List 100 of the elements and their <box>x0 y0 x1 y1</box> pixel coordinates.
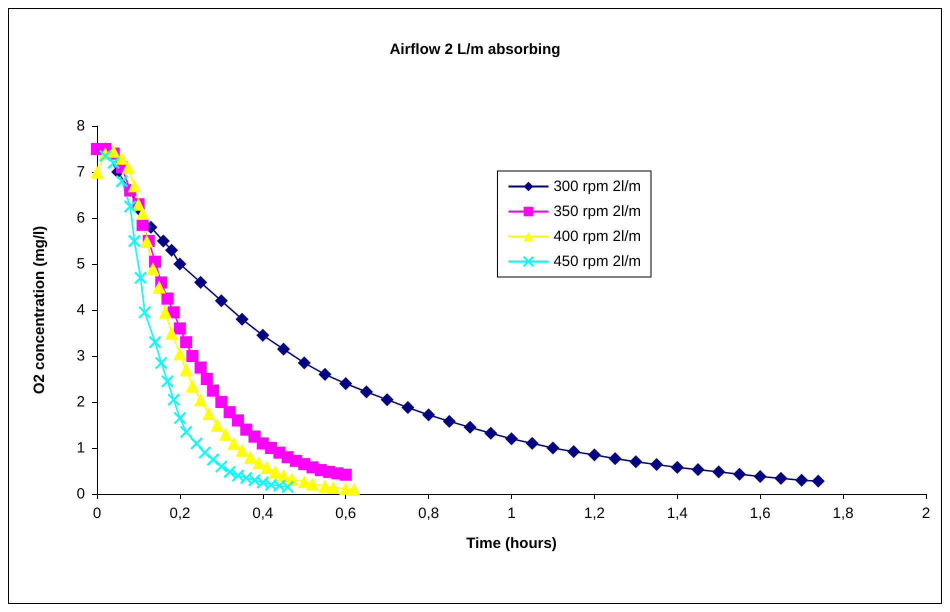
point <box>128 234 141 248</box>
point <box>173 347 186 360</box>
point <box>134 271 148 284</box>
point <box>754 470 767 484</box>
point <box>256 328 270 342</box>
point <box>156 234 170 248</box>
point <box>200 373 213 385</box>
point <box>180 425 193 438</box>
point <box>194 362 207 374</box>
x-tick-label: 1 <box>507 505 516 522</box>
point <box>306 477 320 490</box>
point <box>298 356 311 370</box>
point <box>732 468 746 481</box>
point <box>318 368 332 381</box>
point <box>173 412 186 425</box>
point <box>215 396 228 408</box>
y-tick-label: 6 <box>76 210 85 226</box>
point <box>207 384 220 396</box>
point <box>173 258 186 270</box>
point <box>198 446 212 460</box>
point <box>210 418 224 432</box>
point <box>272 479 286 492</box>
x-tick-label: 1,2 <box>584 505 605 522</box>
y-tick-label: 5 <box>76 256 85 272</box>
point <box>202 407 216 420</box>
point <box>650 458 664 472</box>
point <box>629 455 642 468</box>
point <box>218 428 232 441</box>
point <box>326 481 340 494</box>
point <box>194 276 208 289</box>
x-axis-title: Time (hours) <box>466 535 557 552</box>
y-tick-label: 8 <box>76 118 85 134</box>
point <box>340 468 352 481</box>
point <box>165 326 178 340</box>
y-tick-label: 3 <box>76 348 85 364</box>
point <box>401 401 414 414</box>
point <box>186 379 199 392</box>
point <box>206 453 220 466</box>
point <box>158 306 172 319</box>
point <box>812 474 825 488</box>
x-tick-label: 0,2 <box>169 505 190 522</box>
point <box>260 460 274 474</box>
point <box>128 179 141 192</box>
point <box>174 322 186 334</box>
y-axis-title: O2 concentration (mg/l) <box>31 226 48 394</box>
point <box>140 234 154 248</box>
chart-title: Airflow 2 L/m absorbing <box>390 41 560 58</box>
point <box>160 374 174 388</box>
x-tick-label: 1,6 <box>750 505 771 522</box>
point <box>256 476 270 489</box>
point <box>505 432 518 446</box>
x-tick-label: 2 <box>922 505 930 522</box>
point <box>167 393 180 406</box>
point <box>115 152 128 165</box>
point <box>122 160 135 174</box>
y-tick-label: 7 <box>76 164 85 180</box>
x-tick-label: 0,8 <box>418 505 440 522</box>
point <box>136 218 149 231</box>
x-tick-label: 0,4 <box>252 505 274 522</box>
point <box>190 436 203 450</box>
point <box>180 336 192 348</box>
point <box>277 342 290 356</box>
point <box>546 442 560 454</box>
point <box>526 436 539 450</box>
point <box>608 452 622 466</box>
point <box>227 436 240 450</box>
point <box>670 460 684 474</box>
point <box>232 414 244 426</box>
point <box>281 480 294 494</box>
point <box>268 465 282 478</box>
point <box>712 465 726 478</box>
point <box>107 144 120 158</box>
point <box>115 174 128 188</box>
point <box>422 408 436 422</box>
point <box>484 426 498 440</box>
point <box>224 406 236 418</box>
point <box>588 448 601 462</box>
point <box>236 444 249 457</box>
point <box>161 292 174 304</box>
x-tick-label: 1,4 <box>666 505 688 522</box>
point <box>165 244 178 257</box>
y-tick-label: 4 <box>76 302 85 318</box>
x-tick-label: 0 <box>92 505 102 522</box>
point <box>692 463 705 476</box>
point <box>264 478 278 492</box>
point <box>236 312 249 326</box>
point <box>244 450 257 464</box>
point <box>567 445 580 458</box>
legend-label: 450 rpm 2l/m <box>553 253 642 270</box>
point <box>194 393 208 406</box>
point <box>240 471 253 484</box>
point <box>442 414 456 428</box>
point <box>464 420 477 434</box>
x-tick-label: 1,8 <box>832 505 854 522</box>
point <box>90 166 104 178</box>
point <box>347 482 360 496</box>
point <box>124 200 137 213</box>
y-tick-label: 2 <box>76 394 85 410</box>
point <box>223 465 236 478</box>
point <box>252 456 266 470</box>
